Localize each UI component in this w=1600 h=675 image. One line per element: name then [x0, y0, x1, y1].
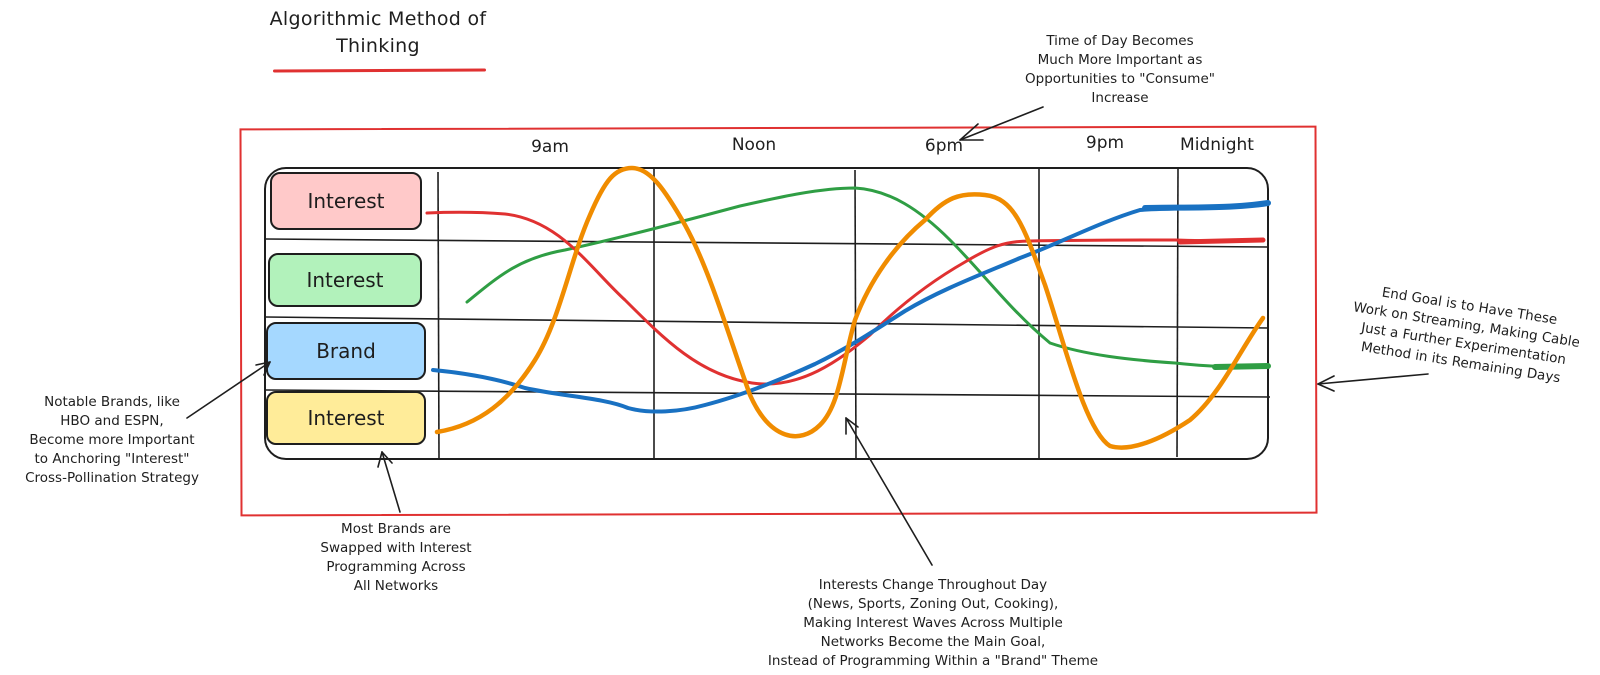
interests-change-arrow: [845, 417, 933, 566]
time-label-9pm: 9pm: [1085, 133, 1125, 153]
note-notable-brands: Notable Brands, like HBO and ESPN, Becom…: [25, 394, 199, 486]
end-goal-arrow: [1317, 373, 1429, 385]
row-label-text: Interest: [307, 189, 385, 213]
most-brands-arrowhead: [377, 451, 393, 468]
time-label-6pm: 6pm: [924, 136, 964, 156]
end-goal-arrowhead: [1317, 375, 1335, 392]
row-label-text: Brand: [316, 339, 376, 363]
notable-brands-arrowhead: [255, 361, 271, 376]
row-label-text: Interest: [307, 406, 385, 430]
row-label-brand-blue: Brand: [266, 322, 426, 380]
blue-curve-end: [1142, 200, 1271, 211]
row-label-interest-red: Interest: [270, 172, 422, 230]
vertical-grid-lines: [437, 168, 1179, 461]
orange-interest-curve: [434, 165, 1266, 450]
time-grid: [264, 167, 1269, 460]
time-of-day-arrow: [959, 106, 1044, 141]
note-most-brands: Most Brands are Swapped with Interest Pr…: [320, 521, 472, 594]
time-label-midnight: Midnight: [1180, 135, 1254, 155]
most-brands-arrow: [381, 451, 401, 513]
interests-change-arrowhead: [845, 417, 859, 435]
time-label-noon: Noon: [731, 135, 777, 155]
diagram-title: Algorithmic Method of Thinking: [269, 8, 487, 57]
red-interest-curve: [425, 210, 1265, 386]
row-label-text: Interest: [306, 268, 384, 292]
note-interests-change: Interests Change Throughout Day (News, S…: [767, 577, 1099, 669]
horizontal-grid-lines: [265, 238, 1271, 398]
red-curve-end: [1177, 237, 1266, 245]
row-label-interest-yellow: Interest: [266, 391, 426, 445]
green-interest-curve: [465, 186, 1270, 369]
green-curve-end: [1212, 363, 1271, 370]
note-time-of-day: Time of Day Becomes Much More Important …: [1025, 33, 1215, 106]
time-of-day-arrowhead: [959, 123, 984, 141]
row-label-interest-green: Interest: [268, 253, 422, 307]
annotation-arrows: [186, 106, 1429, 566]
blue-brand-curve: [431, 201, 1270, 414]
time-label-9am: 9am: [531, 137, 569, 157]
notable-brands-arrow: [186, 361, 271, 419]
